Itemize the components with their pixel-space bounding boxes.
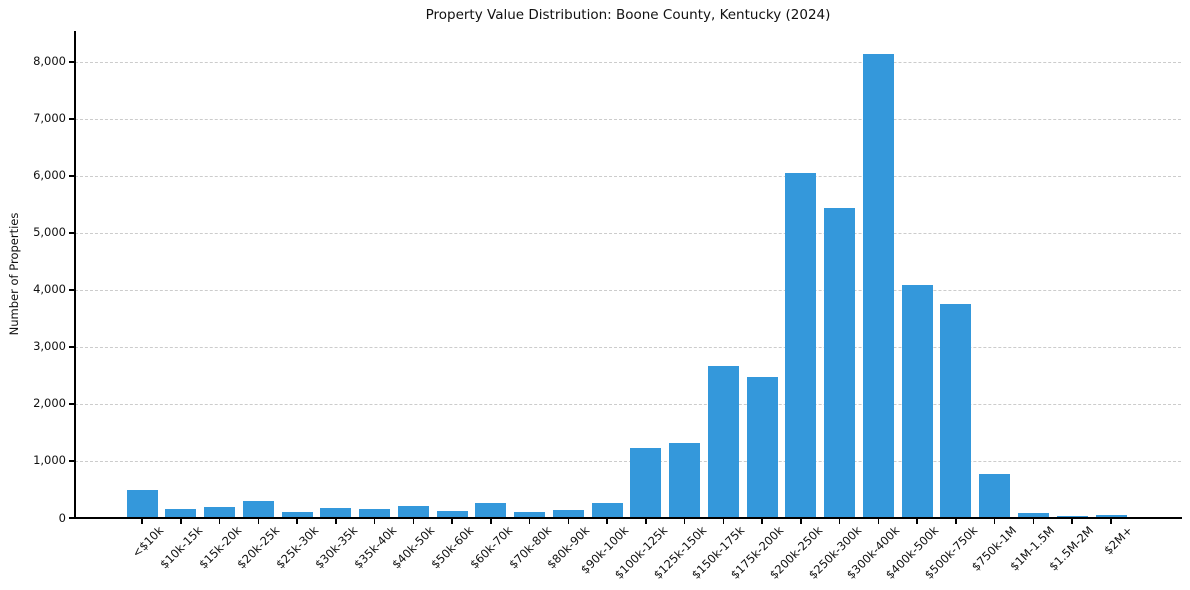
y-tick-mark [69, 346, 74, 348]
y-tick-mark [69, 232, 74, 234]
y-gridline [75, 346, 1181, 348]
x-tick-mark [722, 519, 725, 524]
bar [165, 509, 197, 518]
y-tick-label: 7,000 [33, 111, 66, 126]
y-gridline [75, 118, 1181, 120]
chart-title: Property Value Distribution: Boone Count… [425, 7, 831, 23]
bar [514, 512, 546, 518]
bar [785, 173, 817, 518]
x-tick-mark [451, 519, 453, 524]
bar [591, 502, 623, 518]
x-tick-mark [567, 519, 570, 524]
y-gridline [75, 175, 1181, 177]
y-tick-label: 4,000 [33, 282, 66, 297]
x-tick-label: $2M+ [1101, 523, 1136, 558]
x-tick-mark [296, 519, 298, 524]
y-tick-label: 6,000 [33, 168, 66, 183]
bar [746, 377, 778, 518]
y-tick-mark [69, 460, 74, 462]
y-tick-label: 0 [58, 510, 66, 525]
x-tick-mark [373, 519, 376, 524]
x-tick-mark [877, 519, 880, 524]
bar [940, 303, 972, 518]
x-tick-mark [916, 519, 918, 524]
x-tick-mark [528, 519, 531, 524]
y-tick-label: 8,000 [33, 54, 66, 69]
bar [436, 511, 468, 518]
bar [397, 506, 429, 518]
x-tick-mark [1071, 519, 1073, 524]
bar [901, 284, 933, 518]
bar [979, 473, 1011, 518]
y-tick-mark [69, 175, 74, 177]
bar [320, 508, 352, 518]
x-tick-mark [645, 519, 647, 524]
bar [552, 509, 584, 518]
y-gridline [75, 403, 1181, 405]
bar [1017, 513, 1049, 518]
y-tick-label: 3,000 [33, 339, 66, 354]
bar [1056, 515, 1088, 518]
x-tick-mark [800, 519, 802, 524]
bar [242, 500, 274, 518]
x-tick-mark [218, 519, 221, 524]
x-tick-mark [141, 519, 143, 524]
x-tick-label: <$10k [129, 523, 167, 561]
y-tick-mark [69, 403, 74, 405]
y-gridline [75, 61, 1181, 63]
plot-area [75, 31, 1181, 518]
bar [126, 489, 158, 518]
x-tick-mark [180, 519, 182, 524]
x-tick-mark [683, 519, 686, 524]
y-tick-mark [69, 61, 74, 63]
x-tick-mark [412, 519, 415, 524]
x-tick-mark [1032, 519, 1035, 524]
x-tick-mark [761, 519, 763, 524]
x-axis-spine [74, 517, 1182, 519]
bar [204, 506, 236, 518]
x-tick-mark [606, 519, 608, 524]
bar [359, 509, 391, 518]
bar [707, 365, 739, 518]
x-tick-mark [257, 519, 260, 524]
y-tick-mark [69, 289, 74, 291]
x-tick-mark [490, 519, 492, 524]
bar [862, 53, 894, 518]
bar [824, 207, 856, 518]
y-axis-spine [74, 31, 76, 518]
bar [1095, 514, 1127, 518]
y-tick-label: 2,000 [33, 396, 66, 411]
x-tick-mark [838, 519, 841, 524]
y-tick-label: 1,000 [33, 453, 66, 468]
y-tick-label: 5,000 [33, 225, 66, 240]
y-tick-mark [69, 118, 74, 120]
bar [669, 443, 701, 518]
x-tick-mark [335, 519, 337, 524]
y-gridline [75, 460, 1181, 462]
x-tick-mark [1110, 519, 1112, 524]
y-gridline [75, 289, 1181, 291]
x-tick-mark [993, 519, 996, 524]
y-tick-mark [69, 517, 74, 519]
bar [281, 512, 313, 518]
bar [630, 447, 662, 518]
bar [475, 503, 507, 518]
y-gridline [75, 232, 1181, 234]
x-tick-mark [955, 519, 957, 524]
